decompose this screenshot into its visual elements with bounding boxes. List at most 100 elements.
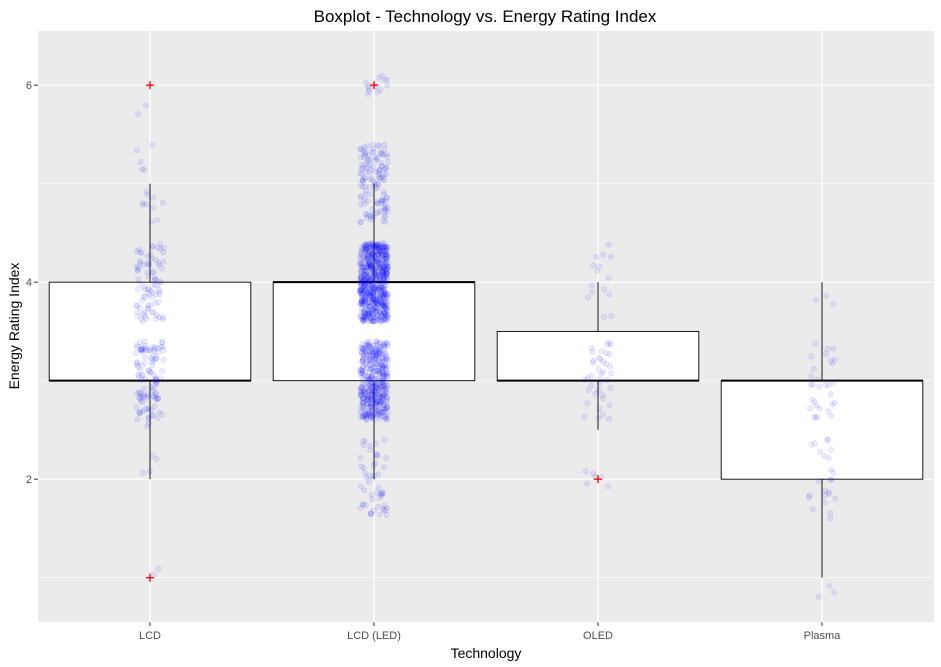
jitter-point <box>362 241 369 247</box>
jitter-point <box>831 589 837 596</box>
jitter-point <box>384 263 391 270</box>
jitter-point <box>368 510 374 517</box>
jitter-point <box>367 287 374 294</box>
jitter-point <box>365 198 371 204</box>
jitter-point <box>384 403 391 410</box>
outlier-marker <box>370 81 378 90</box>
jitter-point <box>367 376 374 383</box>
jitter-point <box>385 311 391 318</box>
jitter-point <box>152 379 159 385</box>
jitter-point <box>147 369 153 376</box>
jitter-point <box>360 277 367 284</box>
jitter-point <box>359 403 366 409</box>
jitter-point <box>358 313 365 319</box>
jitter-point <box>375 272 382 278</box>
jitter-point <box>370 272 377 279</box>
jitter-point <box>133 359 140 366</box>
jitter-point <box>373 305 380 312</box>
jitter-point <box>369 371 376 378</box>
jitter-point <box>373 289 380 296</box>
jitter-point <box>385 264 391 271</box>
jitter-point <box>359 409 366 416</box>
jitter-point <box>358 388 365 395</box>
jitter-point <box>378 284 385 290</box>
jitter-point <box>372 314 379 321</box>
jitter-point <box>361 299 368 305</box>
jitter-point <box>381 269 387 275</box>
jitter-point <box>373 299 380 306</box>
jitter-point <box>375 241 382 248</box>
box <box>496 330 700 382</box>
jitter-point <box>588 382 595 389</box>
jitter-point <box>369 251 376 258</box>
jitter-point <box>359 340 366 347</box>
jitter-point <box>377 87 384 93</box>
jitter-point <box>380 285 386 292</box>
jitter-point <box>383 270 390 277</box>
jitter-point <box>157 240 164 247</box>
jitter-point <box>379 393 385 399</box>
jitter-point <box>374 368 381 375</box>
jitter-point <box>366 282 373 289</box>
jitter-point <box>373 400 380 407</box>
jitter-point <box>365 408 371 415</box>
jitter-point <box>370 369 376 376</box>
jitter-point <box>364 254 371 260</box>
jitter-point <box>377 307 384 314</box>
jitter-point <box>365 393 372 400</box>
jitter-point <box>366 176 373 183</box>
jitter-point <box>382 313 389 320</box>
jitter-point <box>368 216 375 223</box>
jitter-point <box>365 318 372 324</box>
jitter-point <box>358 285 364 292</box>
jitter-point <box>376 367 383 374</box>
jitter-point <box>375 250 382 257</box>
jitter-point <box>383 249 390 256</box>
jitter-point <box>382 316 389 323</box>
jitter-point <box>359 316 366 323</box>
jitter-point <box>380 507 387 514</box>
jitter-point <box>138 376 145 383</box>
jitter-point <box>134 416 141 423</box>
jitter-point <box>379 276 386 283</box>
jitter-point <box>379 269 386 276</box>
jitter-point <box>588 372 595 379</box>
jitter-point <box>372 243 379 250</box>
jitter-point <box>368 492 375 498</box>
jitter-point <box>384 317 391 323</box>
jitter-point <box>829 360 836 367</box>
jitter-point <box>146 420 152 427</box>
jitter-point <box>379 398 386 405</box>
jitter-point <box>371 388 378 394</box>
jitter-point <box>137 390 144 397</box>
jitter-point <box>150 352 157 359</box>
jitter-point <box>364 400 371 407</box>
jitter-point <box>362 298 369 305</box>
jitter-point <box>371 318 378 325</box>
jitter-point <box>600 358 607 365</box>
jitter-point <box>371 307 378 314</box>
jitter-point <box>362 348 369 354</box>
jitter-point <box>382 384 389 391</box>
jitter-point <box>149 281 156 288</box>
jitter-point <box>137 339 144 346</box>
jitter-point <box>375 344 382 351</box>
jitter-point <box>382 218 389 225</box>
jitter-point <box>372 283 379 290</box>
jitter-point <box>381 146 388 153</box>
jitter-point <box>361 196 368 203</box>
jitter-point <box>363 271 370 278</box>
jitter-point <box>607 363 613 370</box>
jitter-point <box>816 383 823 390</box>
jitter-point <box>357 392 364 399</box>
outlier-markers <box>146 81 602 582</box>
jitter-point <box>367 290 374 297</box>
jitter-point <box>371 243 378 250</box>
jitter-point <box>372 381 379 388</box>
jitter-point <box>384 357 391 364</box>
jitter-point <box>366 387 373 394</box>
jitter-point <box>374 307 380 313</box>
jitter-point <box>380 288 387 294</box>
jitter-point <box>369 387 375 394</box>
jitter-point <box>135 373 142 380</box>
